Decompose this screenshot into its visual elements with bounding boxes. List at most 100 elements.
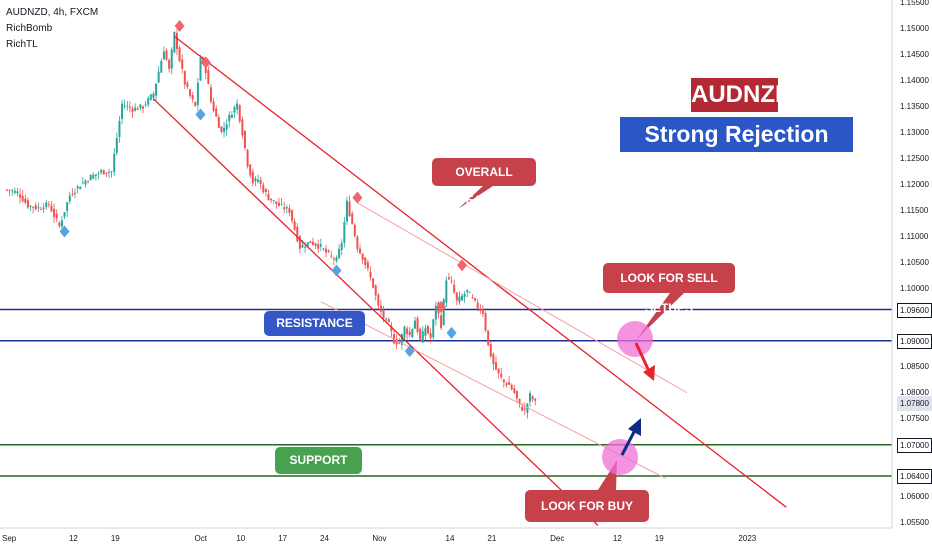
candle-body bbox=[330, 255, 333, 257]
candle-body bbox=[306, 242, 309, 247]
candle-body bbox=[382, 310, 385, 318]
y-tick-label: 1.11000 bbox=[900, 231, 929, 241]
candle-body bbox=[194, 101, 197, 106]
candle-body bbox=[484, 313, 487, 331]
candle-body bbox=[348, 201, 351, 217]
candle-body bbox=[442, 299, 445, 325]
candle-body bbox=[385, 318, 388, 320]
candle-body bbox=[387, 319, 390, 323]
candle-body bbox=[189, 89, 192, 96]
candle-body bbox=[332, 258, 335, 260]
candle-body bbox=[81, 182, 84, 184]
candle-body bbox=[502, 379, 505, 383]
x-tick-label: 19 bbox=[110, 534, 120, 543]
candle-body bbox=[500, 373, 503, 378]
x-tick-label: 12 bbox=[612, 534, 622, 543]
callout-sell-setups: LOOK FOR SELL SETUPS bbox=[603, 263, 735, 315]
y-tick-label: 1.15000 bbox=[900, 23, 929, 33]
candle-body bbox=[343, 222, 346, 243]
candle-body bbox=[296, 226, 299, 242]
candle-body bbox=[468, 292, 471, 294]
candle-body bbox=[285, 207, 288, 209]
y-tick-label: 1.14000 bbox=[900, 75, 929, 85]
candle-body bbox=[413, 320, 416, 329]
candle-body bbox=[398, 341, 401, 344]
candle-body bbox=[191, 95, 194, 100]
x-tick-label: 10 bbox=[236, 534, 246, 543]
candle-body bbox=[165, 50, 168, 60]
sell-signal-marker bbox=[174, 20, 185, 33]
candle-body bbox=[492, 354, 495, 365]
x-tick-label: Oct bbox=[194, 534, 207, 543]
resistance-price-badge: 1.09000 bbox=[897, 333, 932, 349]
channel-lower-line bbox=[152, 98, 599, 526]
candle-body bbox=[212, 101, 215, 111]
candle-body bbox=[11, 190, 14, 192]
y-tick-label: 1.11500 bbox=[900, 205, 929, 215]
candle-body bbox=[233, 107, 236, 113]
candle-body bbox=[152, 93, 155, 98]
down-arrow-shaft bbox=[634, 342, 650, 370]
candle-body bbox=[259, 179, 262, 184]
candle-body bbox=[6, 189, 8, 191]
candle-body bbox=[359, 248, 362, 254]
candle-body bbox=[53, 208, 56, 217]
candle-body bbox=[508, 381, 511, 385]
candle-body bbox=[183, 71, 186, 85]
x-tick-label: 17 bbox=[278, 534, 288, 543]
candle-body bbox=[479, 308, 482, 311]
candle-body bbox=[450, 280, 453, 282]
candle-body bbox=[50, 205, 53, 212]
candle-body bbox=[298, 236, 301, 249]
y-tick-label: 1.15500 bbox=[900, 0, 929, 7]
candle-body bbox=[186, 82, 189, 87]
candle-body bbox=[419, 328, 422, 340]
candle-body bbox=[335, 257, 338, 261]
x-tick-label: 12 bbox=[68, 534, 78, 543]
candle-body bbox=[374, 285, 377, 296]
candle-body bbox=[275, 201, 278, 204]
indicator-richtl[interactable]: RichTL bbox=[6, 39, 38, 50]
candle-body bbox=[126, 105, 129, 107]
candle-body bbox=[327, 250, 330, 252]
candle-body bbox=[241, 119, 244, 136]
label-resistance-zone: RESISTANCE ZONE bbox=[264, 311, 365, 355]
indicator-richbomb[interactable]: RichBomb bbox=[6, 23, 53, 34]
channel-upper-line bbox=[173, 35, 787, 508]
candle-body bbox=[513, 388, 516, 393]
up-arrow-head bbox=[628, 418, 641, 436]
candle-body bbox=[113, 153, 116, 172]
candle-body bbox=[353, 224, 356, 237]
candle-body bbox=[249, 164, 252, 176]
candle-body bbox=[325, 248, 328, 253]
candle-body bbox=[406, 328, 409, 334]
candle-body bbox=[47, 203, 50, 205]
candle-body bbox=[458, 296, 461, 303]
candle-body bbox=[110, 171, 113, 173]
candle-body bbox=[39, 209, 42, 211]
support-price-badge: 1.07000 bbox=[897, 437, 932, 453]
candle-body bbox=[455, 292, 458, 301]
candle-body bbox=[489, 344, 492, 357]
y-tick-label: 1.06000 bbox=[900, 491, 929, 501]
candle-body bbox=[424, 328, 427, 336]
y-tick-label: 1.08000 bbox=[900, 387, 929, 397]
candle-body bbox=[364, 257, 367, 266]
candle-body bbox=[207, 69, 210, 84]
candle-body bbox=[215, 108, 218, 117]
candle-body bbox=[94, 174, 97, 176]
y-tick-label: 1.13000 bbox=[900, 127, 929, 137]
candle-body bbox=[55, 213, 58, 219]
candle-body bbox=[463, 293, 466, 297]
callout-buy-setups: LOOK FOR BUY SETUPS bbox=[525, 490, 649, 545]
x-tick-label: Dec bbox=[550, 534, 565, 543]
candle-body bbox=[21, 195, 24, 202]
candle-body bbox=[209, 87, 212, 102]
candle-body bbox=[42, 207, 45, 210]
candle-body bbox=[421, 331, 424, 343]
x-tick-label: Nov bbox=[372, 534, 387, 543]
support-price-badge: 1.06400 bbox=[897, 468, 932, 484]
candle-body bbox=[29, 205, 32, 207]
candle-body bbox=[144, 104, 147, 106]
